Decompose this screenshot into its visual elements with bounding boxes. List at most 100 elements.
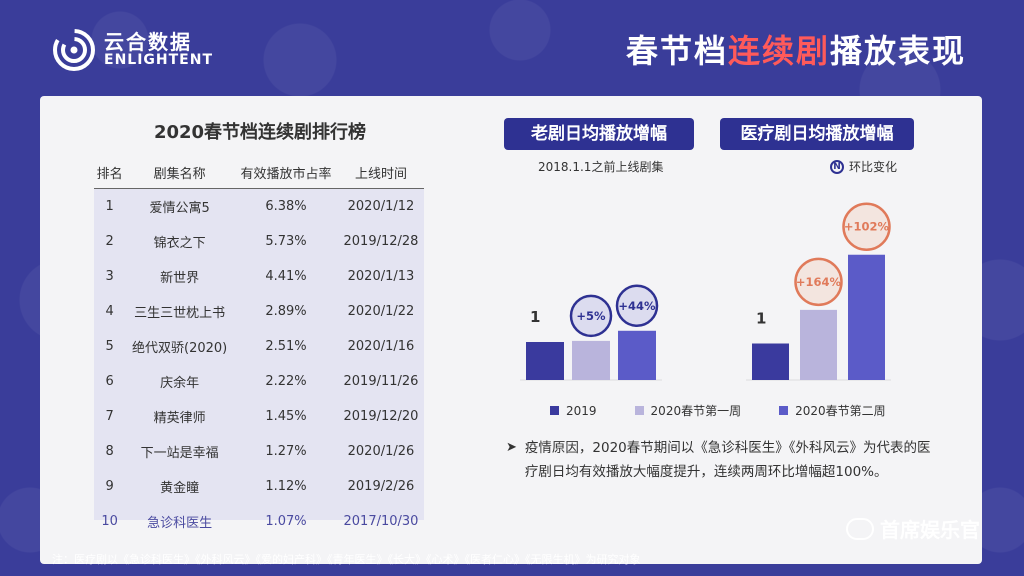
share-cell: 1.07% [265,514,307,529]
chart-1-label-2: +102% [844,220,890,234]
table-row: 4 三生三世枕上书 2.89% 2020/1/22 [94,294,424,329]
legend-swatch-week1 [634,406,644,415]
date-cell: 2020/1/26 [347,444,415,459]
arrow-icon: ➤ [506,440,517,455]
share-cell: 1.12% [265,479,307,494]
name-cell: 绝代双骄(2020) [132,341,228,356]
mom-change-text: 环比变化 [849,160,898,174]
table-row: 1 爱情公寓5 6.38% 2020/1/12 [94,189,424,225]
legend-item-2019: 2019 [550,402,597,419]
page-title: 春节档连续剧播放表现 [626,26,966,72]
date-cell: 2019/2/26 [347,479,415,494]
name-cell: 庆余年 [160,376,200,391]
rank-cell: 10 [101,514,118,529]
name-cell: 黄金瞳 [160,481,200,496]
chart-1-bubble-2 [842,202,891,251]
old-drama-title: 老剧日均播放增幅 [504,118,694,150]
legend-item-week1: 2020春节第一周 [634,402,742,419]
chart-0-label-1: +5% [576,309,606,323]
chart-1-label-0: 1 [756,310,766,328]
brand-name-cn: 云合数据 [104,30,192,55]
header-share: 有效播放市占率 [234,156,338,189]
analysis-note: ➤ 疫情原因，2020春节期间以《急诊科医生》《外科风云》为代表的医疗剧日均有效… [506,436,936,484]
page-title-part3: 播放表现 [829,32,966,70]
date-cell: 2017/10/30 [343,514,419,529]
date-cell: 2019/12/20 [343,409,419,424]
share-cell: 2.51% [265,339,307,354]
rank-cell: 4 [105,304,114,319]
chart-0-bar-0 [526,342,564,380]
brand-logo-icon [53,29,95,71]
rank-cell: 3 [105,269,114,284]
table-row: 6 庆余年 2.22% 2019/11/26 [94,364,424,399]
rank-cell: 6 [105,374,114,389]
watermark-text: 首席娱乐官 [880,518,980,542]
footnote: 注：医疗剧以《急诊科医生》《外科风云》《爱的妇产科》《青年医生》《长大》《心术》… [52,553,641,566]
rank-cell: 5 [105,339,114,354]
chart-legend: 2019 2020春节第一周 2020春节第二周 [550,402,886,419]
medical-drama-title: 医疗剧日均播放增幅 [720,118,914,150]
wechat-icon [846,517,874,540]
page-title-highlight: 连续剧 [727,32,830,70]
legend-label-2019: 2019 [566,403,597,418]
date-cell: 2020/1/16 [347,339,415,354]
table-row: 2 锦衣之下 5.73% 2019/12/28 [94,224,424,259]
header-name: 剧集名称 [125,156,234,189]
date-cell: 2020/1/12 [347,199,415,214]
ranking-table: 排名 剧集名称 有效播放市占率 上线时间 1 爱情公寓5 6.38% 2020/1/1… [94,156,424,539]
name-cell: 下一站是幸福 [140,446,219,461]
table-row: 10 急诊科医生 1.07% 2017/10/30 [94,504,424,539]
share-cell: 2.89% [265,304,307,319]
mom-change-label: N 环比变化 [830,158,897,175]
share-cell: 2.22% [265,374,307,389]
chart-0-bar-1 [572,340,610,380]
analysis-note-text: 疫情原因，2020春节期间以《急诊科医生》《外科风云》为代表的医疗剧日均有效播放… [524,440,931,480]
chart-0-label-2: +44% [618,299,656,313]
old-drama-subtitle: 2018.1.1之前上线剧集 [538,160,664,174]
chart-0-bubble-2 [615,284,659,328]
rank-cell: 1 [105,199,114,214]
rank-cell: 8 [105,444,114,459]
share-cell: 1.27% [265,444,307,459]
rank-cell: 7 [105,409,114,424]
share-cell: 4.41% [265,269,307,284]
share-cell: 1.45% [265,409,307,424]
chart-1-bubble-1 [794,257,843,307]
legend-label-week1: 2020春节第一周 [650,404,742,418]
date-cell: 2020/1/22 [347,304,415,319]
date-cell: 2019/11/26 [343,374,419,389]
legend-item-week2: 2020春节第二周 [779,402,886,419]
rank-cell: 9 [105,479,114,494]
table-row: 3 新世界 4.41% 2020/1/13 [94,259,424,294]
brand-name-en: ENLIGHTENT [104,52,213,69]
chart-1-bar-2 [848,254,885,380]
table-row: 7 精英律师 1.45% 2019/12/20 [94,399,424,434]
rank-cell: 2 [105,234,114,249]
chart-0-bubble-1 [569,294,613,338]
name-cell: 爱情公寓5 [149,201,210,216]
header-date: 上线时间 [337,156,424,189]
table-row: 9 黄金瞳 1.12% 2019/2/26 [94,469,424,504]
legend-swatch-week2 [779,406,789,415]
bar-charts: 1 +5% +44% 1 +164% +102% [520,202,891,381]
chart-1-bar-0 [752,343,789,380]
table-row: 8 下一站是幸福 1.27% 2020/1/26 [94,434,424,469]
watermark: 首席娱乐官 [846,514,980,543]
chart-0-bar-2 [618,330,656,380]
date-cell: 2020/1/13 [347,269,415,284]
date-cell: 2019/12/28 [343,234,419,249]
header-rank: 排名 [94,156,126,189]
brand-logo: 云合数据 ENLIGHTENT [52,28,213,72]
page-title-part1: 春节档 [625,32,728,70]
chart-1-label-1: +164% [796,275,842,289]
table-shade [94,188,424,520]
chart-0-label-0: 1 [530,308,540,326]
share-cell: 6.38% [265,199,307,214]
legend-swatch-2019 [550,406,559,415]
ranking-title: 2020春节档连续剧排行榜 [153,122,367,143]
table-row: 5 绝代双骄(2020) 2.51% 2020/1/16 [94,329,424,364]
legend-label-week2: 2020春节第二周 [795,404,886,418]
name-cell: 精英律师 [153,411,206,426]
name-cell: 锦衣之下 [153,236,206,251]
mom-badge-icon: N [830,159,844,174]
